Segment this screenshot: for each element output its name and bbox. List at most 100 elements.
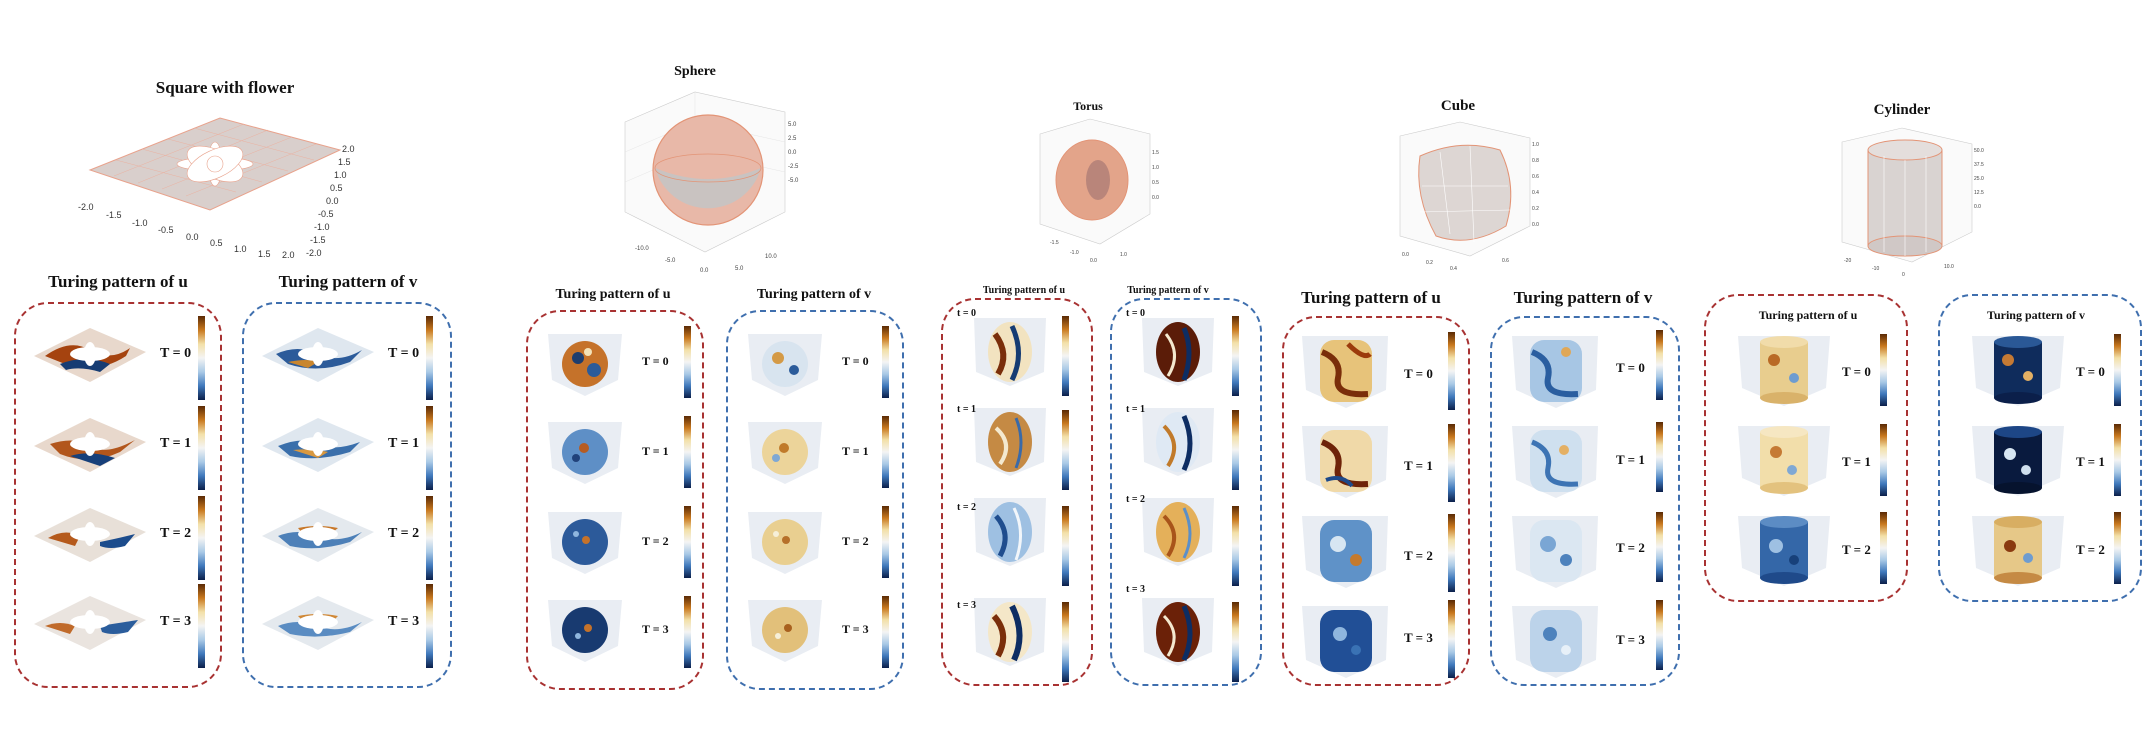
cube-u-box: [1282, 316, 1470, 686]
svg-text:1.0: 1.0: [1120, 252, 1127, 258]
cube-u-colorbar-3: [1448, 600, 1455, 678]
cube-u-colorbar-1: [1448, 424, 1455, 502]
cube-u-panel-2: [1302, 516, 1388, 588]
sphere-u-colorbar-2: [684, 506, 691, 578]
torus-u-colorbar-2: [1062, 506, 1069, 586]
cylinder-u-panel-1: [1738, 426, 1830, 496]
svg-text:0.0: 0.0: [1152, 195, 1159, 201]
torus-v-box: [1110, 298, 1262, 686]
cube-v-title: Turing pattern of v: [1513, 288, 1653, 307]
cube-v-label-3: T = 3: [1616, 632, 1645, 647]
svg-text:0.0: 0.0: [1402, 252, 1409, 258]
svg-text:0.0: 0.0: [1974, 204, 1981, 210]
square-v-label-2: T = 2: [388, 526, 420, 541]
cube-v-colorbar-2: [1656, 512, 1663, 582]
svg-text:0.0: 0.0: [326, 196, 339, 206]
svg-text:37.5: 37.5: [1974, 162, 1984, 168]
cube-v-label-1: T = 1: [1616, 452, 1645, 467]
cube-v-panel-1: [1512, 426, 1598, 498]
torus-v-panel-2: [1142, 498, 1214, 566]
cube-v-colorbar-3: [1656, 600, 1663, 670]
sphere-u-label-3: T = 3: [642, 622, 669, 636]
cylinder-u-colorbar-1: [1880, 424, 1887, 496]
sphere-u-colorbar-1: [684, 416, 691, 488]
torus-v-label-3: t = 3: [1126, 584, 1146, 595]
svg-text:1.0: 1.0: [234, 244, 247, 254]
sphere-title: Sphere: [674, 64, 716, 79]
torus-v-panel-3: [1142, 598, 1214, 666]
svg-text:-10.0: -10.0: [635, 246, 649, 252]
svg-text:-2.0: -2.0: [78, 202, 94, 212]
svg-text:-0.5: -0.5: [318, 209, 334, 219]
torus-u-label-3: t = 3: [957, 600, 977, 611]
svg-text:0.0: 0.0: [1090, 258, 1097, 264]
svg-text:0.0: 0.0: [1532, 222, 1539, 228]
cylinder-u-label-2: T = 2: [1842, 542, 1871, 557]
square-mesh-plot: -2.0 -1.5 -1.0 -0.5 0.0 0.5 1.0 1.5 2.0 2.0 1.5 1…: [78, 117, 355, 260]
svg-text:5.0: 5.0: [735, 266, 744, 272]
square-u-label-1: T = 1: [160, 436, 192, 451]
svg-text:0.0: 0.0: [788, 150, 797, 156]
cylinder-u-colorbar-0: [1880, 334, 1887, 406]
svg-text:5.0: 5.0: [788, 122, 797, 128]
cylinder-u-label-1: T = 1: [1842, 454, 1871, 469]
square-u-title: Turing pattern of u: [48, 272, 188, 291]
svg-text:-1.5: -1.5: [106, 210, 122, 220]
sphere-v-box: [726, 310, 904, 690]
svg-text:1.0: 1.0: [1532, 142, 1539, 148]
sphere-v-colorbar-3: [882, 596, 889, 668]
sphere-v-panel-2: [748, 512, 822, 574]
svg-text:0.2: 0.2: [1532, 206, 1539, 212]
cube-u-label-2: T = 2: [1404, 548, 1433, 563]
cube-v-label-2: T = 2: [1616, 540, 1645, 555]
sphere-u-panel-3: [548, 600, 622, 662]
sphere-u-label-2: T = 2: [642, 534, 669, 548]
torus-u-panel-0: [974, 318, 1046, 386]
torus-u-panel-1: [974, 408, 1046, 476]
square-v-colorbar-3: [426, 584, 433, 668]
svg-text:-1.0: -1.0: [314, 222, 330, 232]
torus-u-colorbar-1: [1062, 410, 1069, 490]
svg-text:25.0: 25.0: [1974, 176, 1984, 182]
sphere-v-panel-0: [748, 334, 822, 396]
svg-text:-2.0: -2.0: [306, 248, 322, 258]
square-v-label-3: T = 3: [388, 614, 420, 629]
torus-v-label-0: t = 0: [1126, 308, 1146, 319]
svg-text:1.0: 1.0: [1152, 165, 1159, 171]
square-u-colorbar-1: [198, 406, 205, 490]
cube-u-colorbar-0: [1448, 332, 1455, 410]
square-u-panel-3: [34, 596, 146, 650]
sphere-u-panel-0: [548, 334, 622, 396]
cylinder-u-colorbar-2: [1880, 512, 1887, 584]
svg-text:-1.5: -1.5: [310, 235, 326, 245]
svg-text:-1.0: -1.0: [1070, 250, 1079, 256]
cylinder-u-panel-0: [1738, 336, 1830, 406]
sphere-v-label-1: T = 1: [842, 444, 869, 458]
cylinder-v-panel-2: [1972, 516, 2064, 586]
svg-text:-5.0: -5.0: [665, 258, 676, 264]
svg-text:0.2: 0.2: [1426, 260, 1433, 266]
torus-mesh-plot: 1.5 1.0 0.5 0.0 -1.5 -1.0 0.0 1.0: [1039, 118, 1159, 264]
cube-u-label-0: T = 0: [1404, 366, 1433, 381]
cube-u-label-1: T = 1: [1404, 458, 1433, 473]
svg-text:1.5: 1.5: [1152, 150, 1159, 156]
cube-v-colorbar-0: [1656, 330, 1663, 400]
svg-text:0.4: 0.4: [1532, 190, 1539, 196]
cube-u-panel-3: [1302, 606, 1388, 678]
cube-u-panel-1: [1302, 426, 1388, 498]
sphere-u-box: [526, 310, 704, 690]
sphere-v-panel-1: [748, 422, 822, 484]
cube-u-panel-0: [1302, 336, 1388, 408]
square-v-colorbar-2: [426, 496, 433, 580]
svg-text:2.5: 2.5: [788, 136, 797, 142]
cube-v-label-0: T = 0: [1616, 360, 1645, 375]
torus-u-colorbar-0: [1062, 316, 1069, 396]
square-u-colorbar-3: [198, 584, 205, 668]
sphere-u-panel-2: [548, 512, 622, 574]
torus-v-label-1: t = 1: [1126, 404, 1146, 415]
torus-title: Torus: [1073, 99, 1103, 113]
sphere-u-title: Turing pattern of u: [555, 287, 671, 302]
svg-text:12.5: 12.5: [1974, 190, 1984, 196]
svg-text:-1.0: -1.0: [132, 218, 148, 228]
svg-text:2.0: 2.0: [282, 250, 295, 260]
